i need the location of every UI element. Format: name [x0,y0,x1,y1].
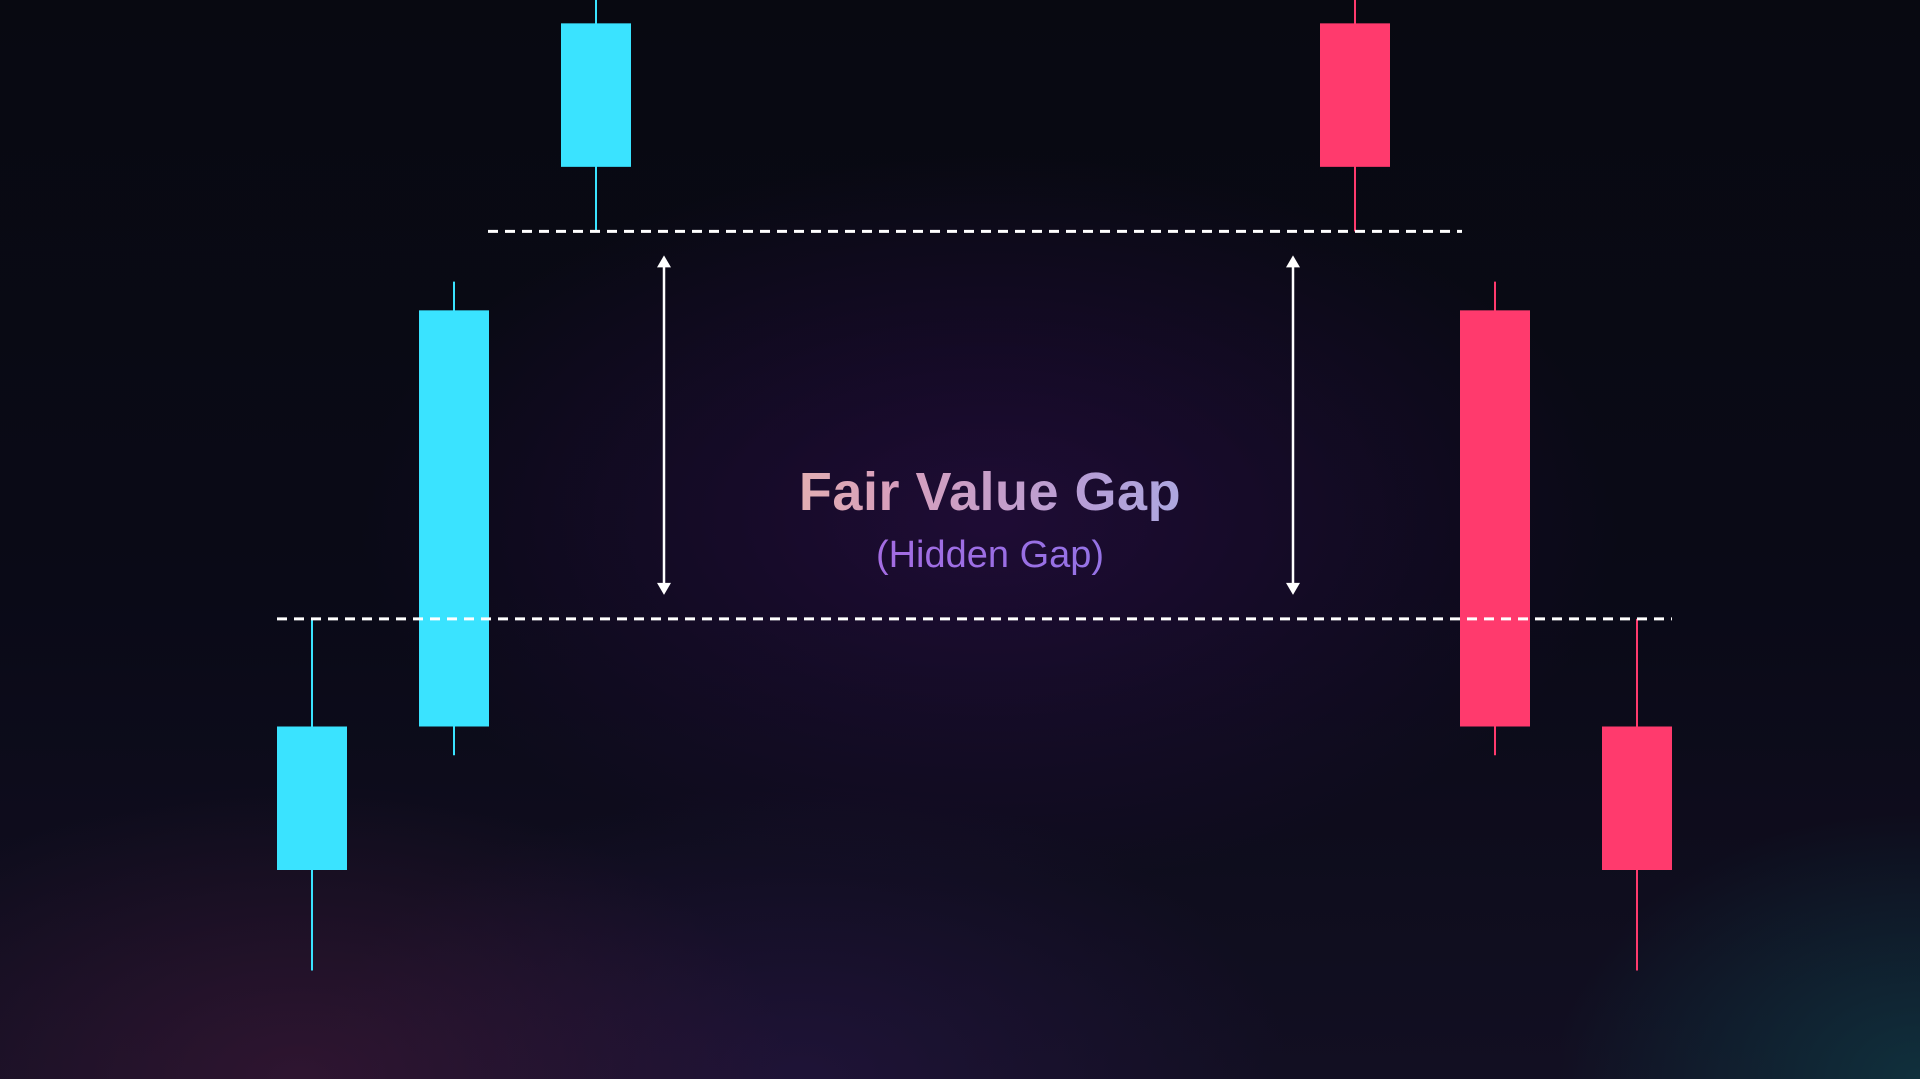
candle-body [561,23,631,167]
candle-body [1320,23,1390,167]
bearish-candle-1 [1320,0,1390,232]
candle-body [419,310,489,727]
bullish-candle-3 [561,0,631,232]
gap-label: Fair Value Gap (Hidden Gap) [660,458,1320,580]
left-double-headed-vertical-arrow-icon [657,255,671,595]
arrow-head-down [1286,582,1300,595]
bearish-candle-2 [1460,281,1530,756]
arrow-head-up [657,255,671,268]
candle-body [1460,310,1530,727]
candle-body [1602,726,1672,870]
bullish-candle-2 [419,281,489,756]
arrow-head-up [1286,255,1300,268]
candles-layer [277,0,1672,971]
right-double-headed-vertical-arrow-icon [1286,255,1300,595]
gap-arrows-layer [657,255,1300,595]
arrow-head-down [657,582,671,595]
diagram-title: Fair Value Gap [660,458,1320,526]
bullish-candle-1 [277,618,347,971]
candle-body [277,726,347,870]
gap-guides-layer [277,229,1672,621]
bearish-candle-3 [1602,618,1672,971]
diagram-subtitle: (Hidden Gap) [660,530,1320,580]
